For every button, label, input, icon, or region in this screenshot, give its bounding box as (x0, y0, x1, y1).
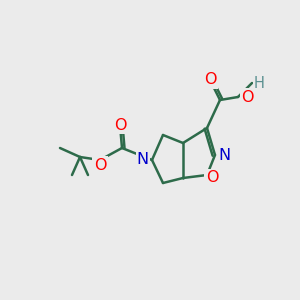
Text: N: N (218, 148, 230, 163)
Text: O: O (204, 73, 216, 88)
Text: N: N (137, 152, 149, 167)
Text: O: O (114, 118, 126, 133)
Text: O: O (206, 170, 218, 185)
Text: O: O (241, 89, 253, 104)
Text: O: O (94, 158, 106, 172)
Text: H: H (254, 76, 265, 91)
